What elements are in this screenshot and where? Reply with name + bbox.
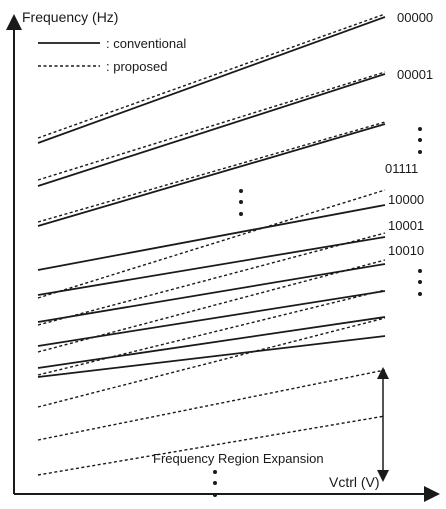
ellipsis-dot (418, 150, 422, 154)
conventional-line-10001 (37, 236, 386, 296)
conventional-line-10010 (37, 263, 386, 323)
proposed-curves (37, 13, 386, 476)
code-label-01111: 01111 (385, 161, 418, 176)
conventional-line-00000 (37, 16, 386, 144)
code-label-00001: 00001 (397, 67, 433, 82)
ellipsis-dot (213, 470, 217, 474)
code-label-10000: 10000 (388, 192, 424, 207)
code-labels: 00000 00001 01111 10000 10001 10010 (385, 10, 433, 258)
proposed-line-c (37, 369, 386, 441)
ellipsis-dot (418, 292, 422, 296)
conventional-line-00001 (37, 73, 386, 187)
proposed-line-10010 (37, 259, 386, 353)
conventional-line-b (37, 316, 386, 369)
ellipsis-dot (418, 127, 422, 131)
conventional-line-10000 (37, 204, 386, 271)
legend-label-proposed: : proposed (106, 59, 167, 74)
ellipsis-dot (418, 269, 422, 273)
ellipsis-dot (418, 138, 422, 142)
ellipsis-dot (239, 200, 243, 204)
ellipsis-dot (213, 493, 217, 497)
conventional-curves (37, 16, 386, 378)
x-axis-label: Vctrl (V) (329, 474, 380, 490)
code-label-00000: 00000 (397, 10, 433, 25)
proposed-line-10001 (37, 232, 386, 326)
ellipsis-dot (418, 280, 422, 284)
code-label-10001: 10001 (388, 218, 424, 233)
ellipsis-dots (213, 127, 422, 497)
conventional-line-01111 (37, 123, 386, 227)
proposed-line-00001 (37, 71, 386, 181)
proposed-line-b (37, 317, 386, 408)
legend: : conventional : proposed (38, 36, 186, 74)
ellipsis-dot (213, 481, 217, 485)
conventional-line-a (37, 290, 386, 347)
expansion-label: Frequency Region Expansion (153, 451, 324, 466)
proposed-line-10000 (37, 189, 386, 299)
code-label-10010: 10010 (388, 243, 424, 258)
y-axis-label: Frequency (Hz) (22, 9, 118, 25)
legend-label-conventional: : conventional (106, 36, 186, 51)
ellipsis-dot (239, 212, 243, 216)
proposed-line-d (37, 415, 386, 476)
proposed-line-a (37, 289, 386, 376)
conventional-line-c (37, 335, 386, 378)
proposed-line-00000 (37, 13, 386, 139)
proposed-line-01111 (37, 121, 386, 223)
ellipsis-dot (239, 189, 243, 193)
